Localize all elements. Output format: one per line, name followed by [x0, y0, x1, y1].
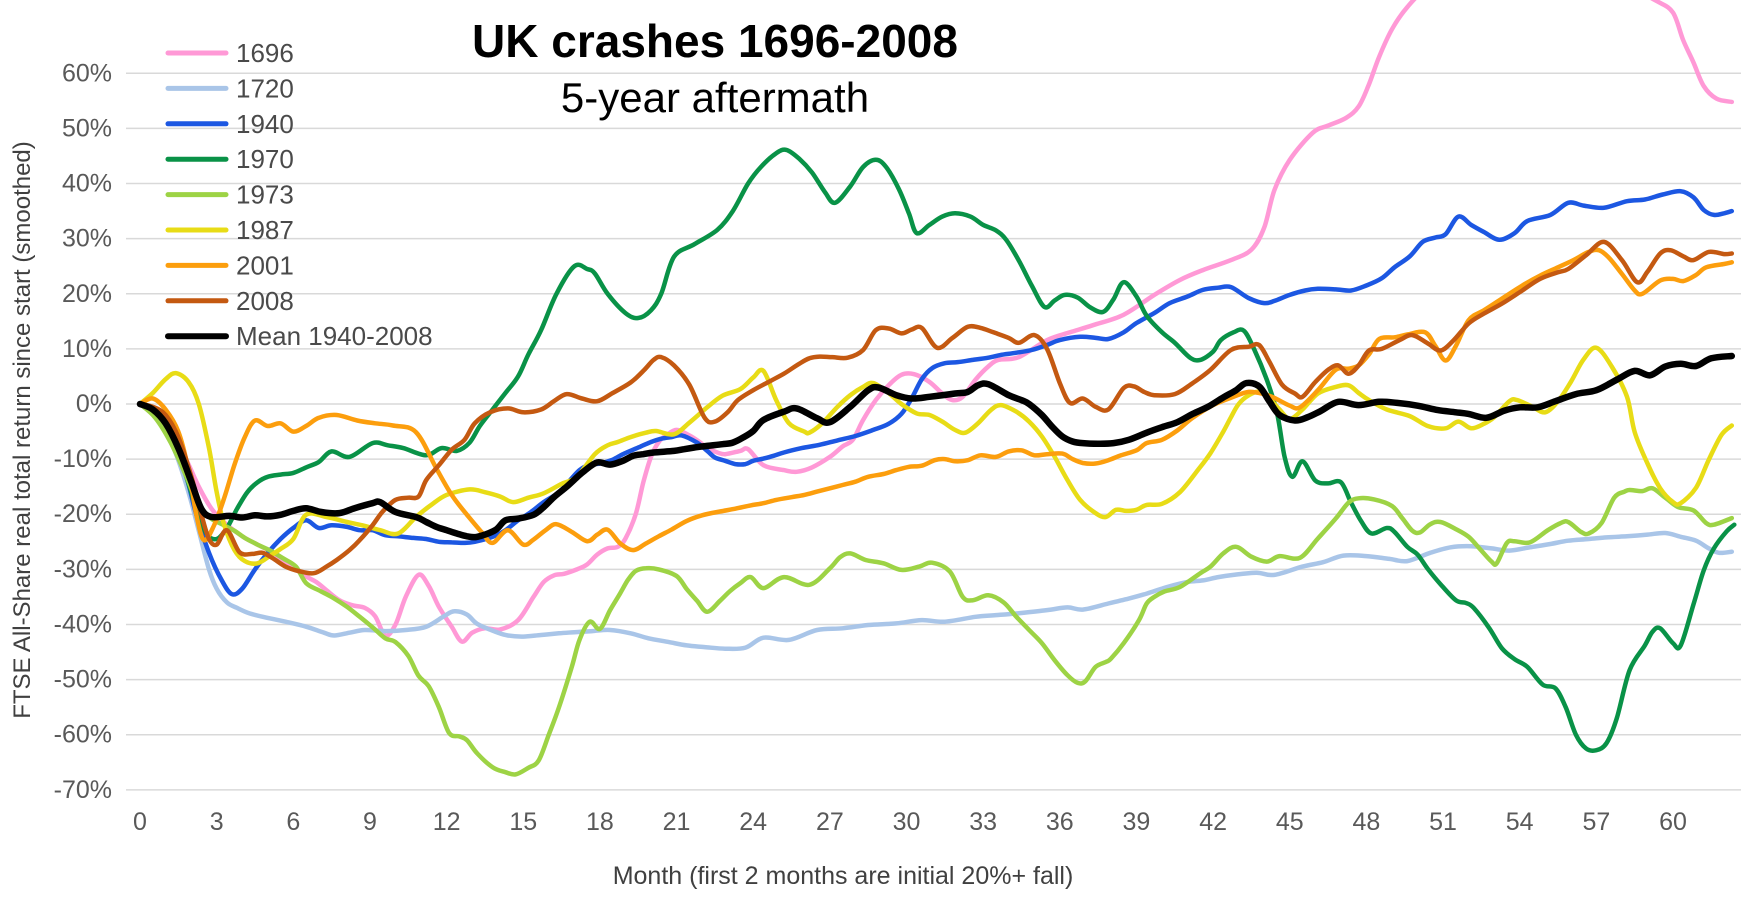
legend-label: 1720 — [236, 73, 294, 103]
x-tick-label: 39 — [1123, 808, 1151, 836]
y-axis-title: FTSE All-Share real total return since s… — [9, 141, 36, 719]
x-tick-label: 36 — [1046, 808, 1074, 836]
y-tick-label: 10% — [62, 335, 112, 363]
x-tick-label: 6 — [286, 808, 300, 836]
legend-item-1970: 1970 — [165, 144, 294, 174]
y-axis-tick-labels: 60% 50% 40% 30% 20% 10% 0% -10% -20% -30% -40% -50%… — [54, 59, 112, 804]
y-tick-label: 40% — [62, 170, 112, 198]
x-tick-label: 21 — [663, 808, 691, 836]
x-tick-label: 27 — [816, 808, 844, 836]
legend-item-1973: 1973 — [165, 180, 294, 210]
y-tick-label: -40% — [54, 610, 112, 638]
legend-item-1720: 1720 — [165, 73, 294, 103]
x-tick-label: 30 — [893, 808, 921, 836]
x-tick-label: 0 — [133, 808, 147, 836]
y-tick-label: -10% — [54, 445, 112, 473]
legend-label: 1940 — [236, 109, 294, 139]
series-line-mean-1940-2008 — [136, 352, 1736, 541]
x-tick-label: 12 — [433, 808, 461, 836]
x-tick-label: 48 — [1352, 808, 1380, 836]
series-line-1720 — [137, 401, 1735, 652]
chart-subtitle: 5-year aftermath — [561, 74, 869, 121]
y-tick-label: -70% — [54, 776, 112, 804]
legend-item-2008: 2008 — [165, 286, 294, 316]
x-tick-label: 42 — [1199, 808, 1227, 836]
x-tick-label: 54 — [1506, 808, 1534, 836]
legend-item-mean-1940-2008: Mean 1940-2008 — [165, 321, 433, 351]
legend-label: 1970 — [236, 144, 294, 174]
legend-item-1940: 1940 — [165, 109, 294, 139]
series-line-1987 — [137, 345, 1735, 566]
legend-label: 1696 — [236, 38, 294, 68]
y-tick-label: -60% — [54, 721, 112, 749]
legend-label: 1987 — [236, 215, 294, 245]
x-axis-tick-labels: 0 3 6 9 12 15 18 21 24 27 30 33 36 39 42 45 48 51 54 57 60 — [133, 808, 1687, 836]
y-tick-label: 60% — [62, 59, 112, 87]
x-axis-title: Month (first 2 months are initial 20%+ f… — [613, 862, 1074, 890]
y-tick-label: -20% — [54, 500, 112, 528]
x-tick-label: 33 — [969, 808, 997, 836]
x-tick-label: 24 — [739, 808, 767, 836]
legend-label: Mean 1940-2008 — [236, 321, 433, 351]
series-line-2008 — [137, 239, 1735, 576]
series-line-2001 — [137, 247, 1735, 553]
chart-title: UK crashes 1696-2008 — [472, 15, 958, 67]
legend-item-1987: 1987 — [165, 215, 294, 245]
y-tick-label: 50% — [62, 114, 112, 142]
series-line-1696 — [137, 0, 1735, 644]
x-tick-label: 60 — [1659, 808, 1687, 836]
legend-item-1696: 1696 — [165, 38, 294, 68]
legend-label: 2008 — [236, 286, 294, 316]
y-tick-label: 0% — [76, 390, 112, 418]
x-tick-label: 18 — [586, 808, 614, 836]
x-tick-label: 57 — [1582, 808, 1610, 836]
y-tick-label: -50% — [54, 666, 112, 694]
series-lines — [136, 0, 1737, 777]
x-tick-label: 9 — [363, 808, 377, 836]
x-tick-label: 45 — [1276, 808, 1304, 836]
x-tick-label: 15 — [509, 808, 537, 836]
series-line-1970 — [137, 147, 1737, 753]
x-tick-label: 3 — [210, 808, 224, 836]
legend: 1696 1720 1940 1970 1973 1987 2001 2008 Mean 194… — [165, 38, 433, 351]
series-line-1973 — [137, 401, 1735, 777]
y-tick-label: 30% — [62, 225, 112, 253]
legend-label: 1973 — [236, 180, 294, 210]
legend-label: 2001 — [236, 250, 294, 280]
y-tick-label: 20% — [62, 280, 112, 308]
x-tick-label: 51 — [1429, 808, 1457, 836]
gridlines — [126, 72, 1741, 791]
y-tick-label: -30% — [54, 555, 112, 583]
legend-item-2001: 2001 — [165, 250, 294, 280]
